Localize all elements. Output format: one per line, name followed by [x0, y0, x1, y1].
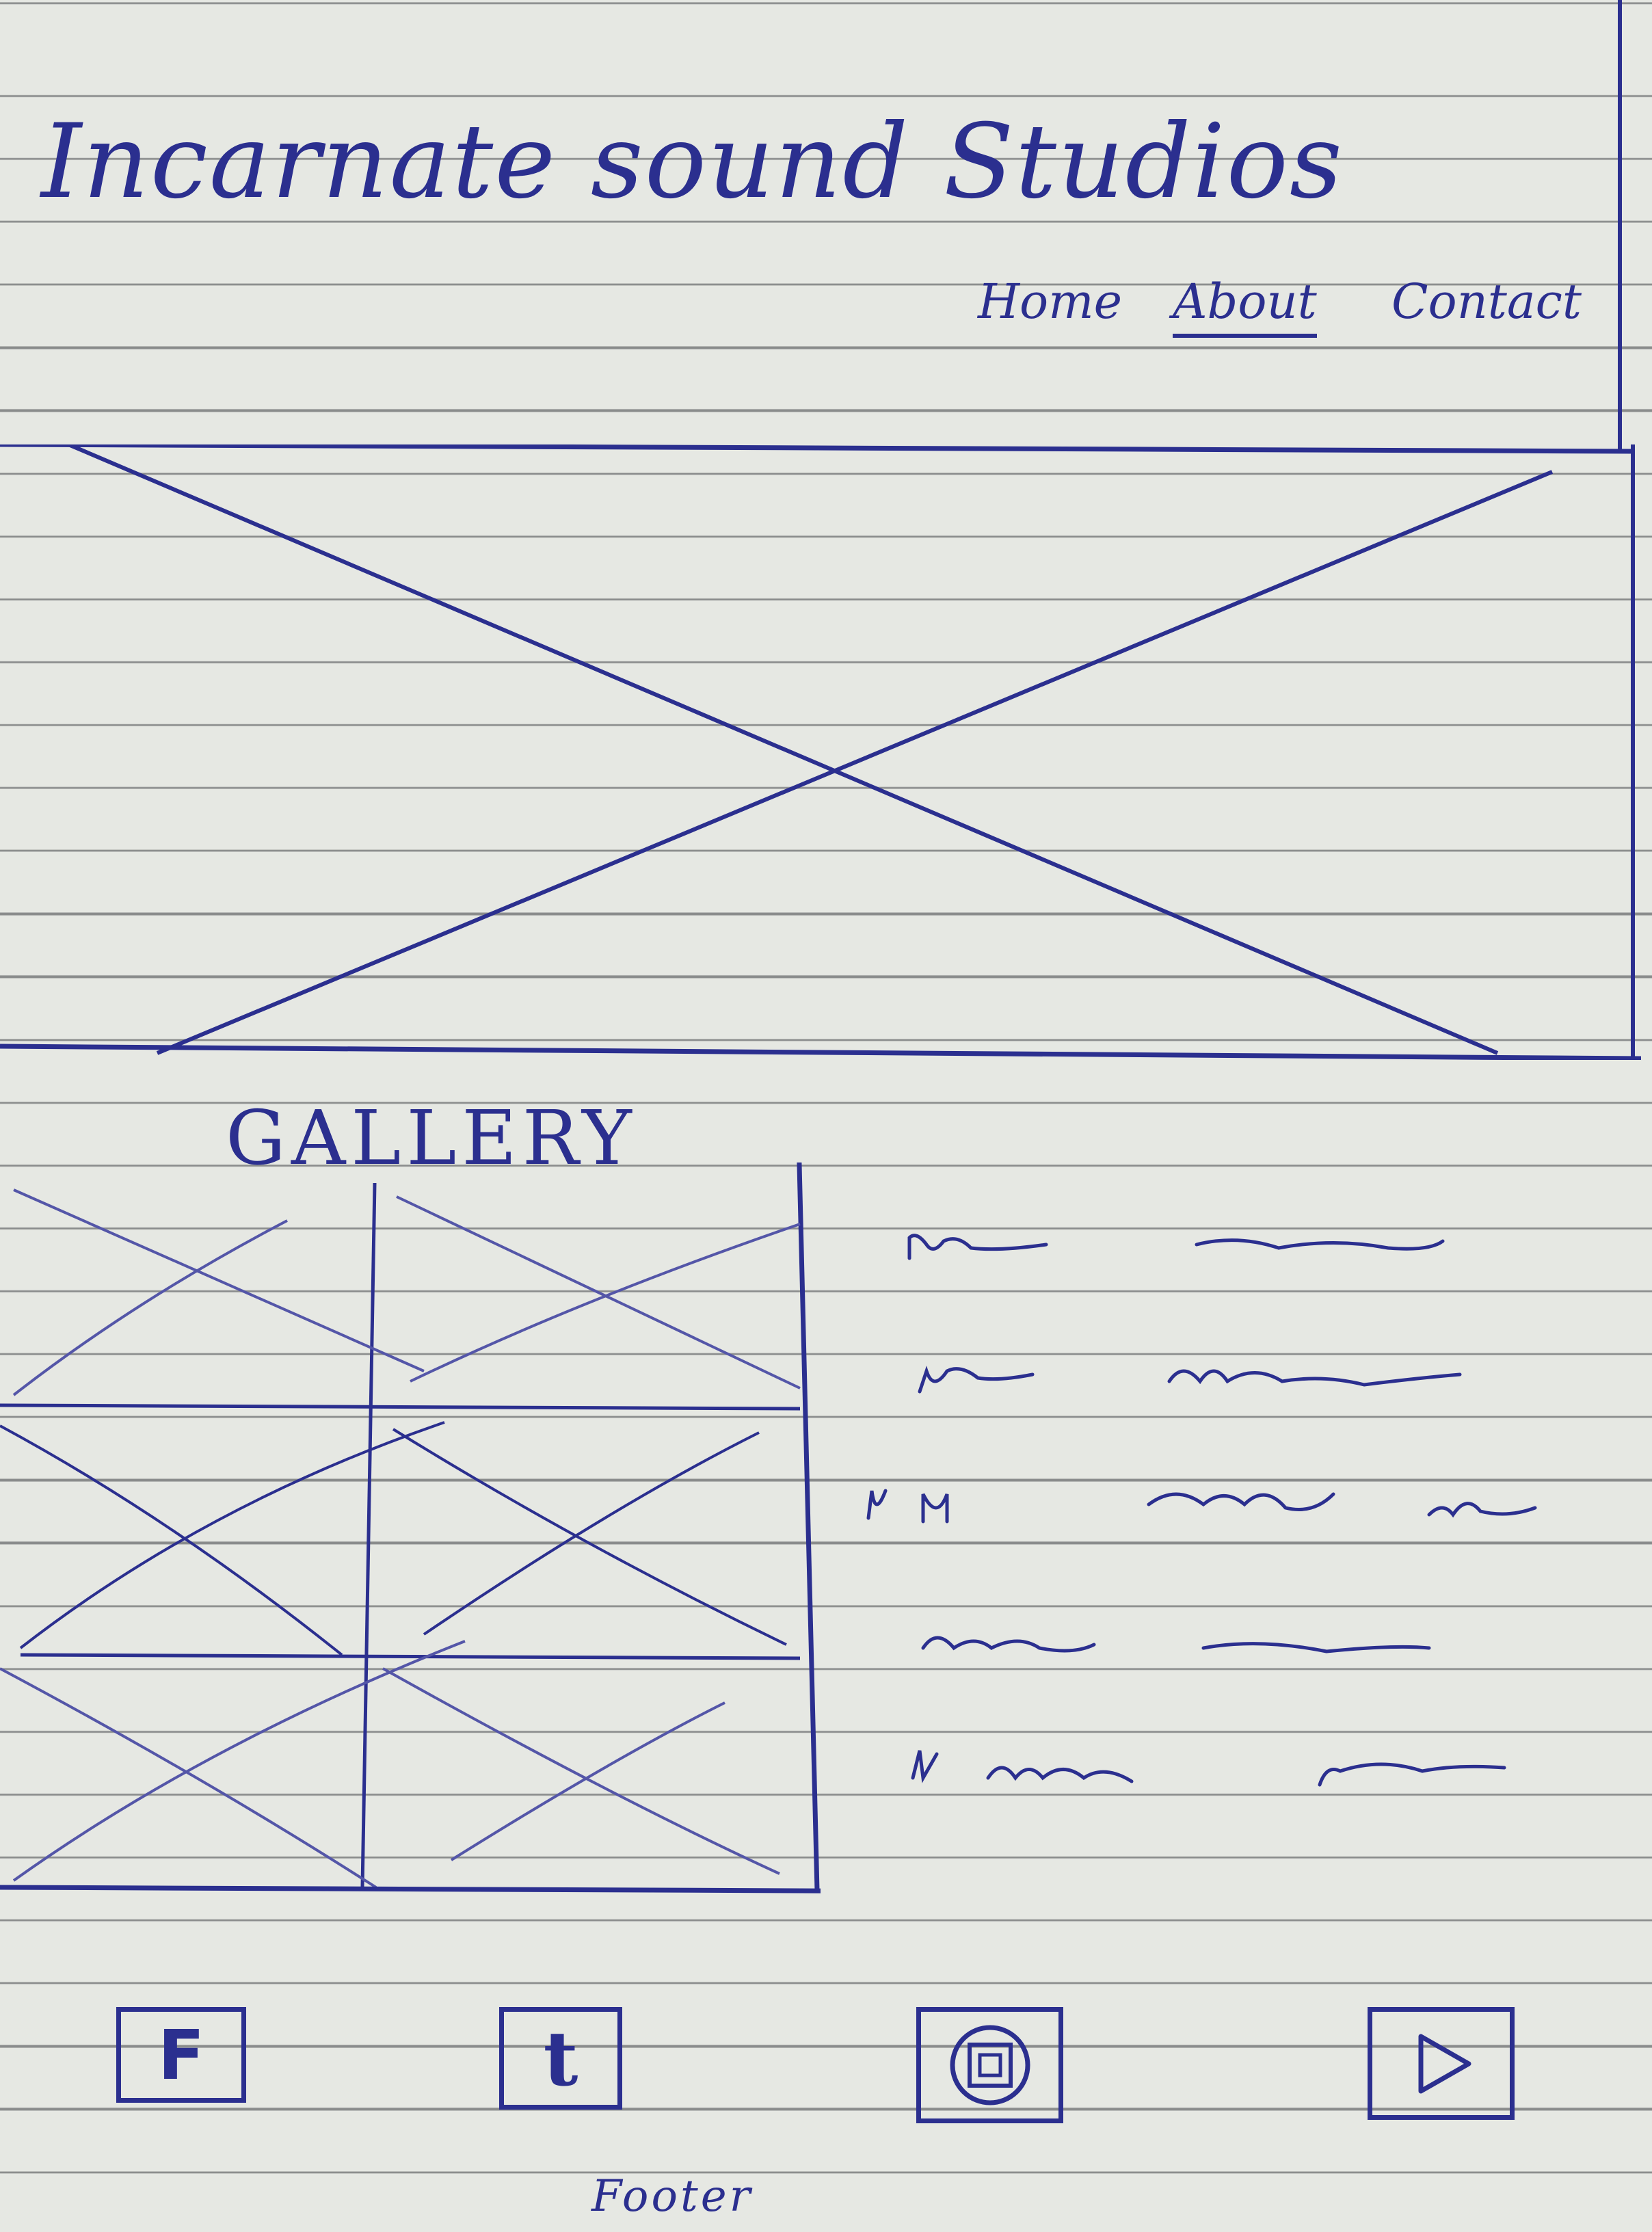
facebook-icon[interactable]: F	[116, 2007, 246, 2103]
text-line-3c	[1429, 1504, 1535, 1515]
gallery-item-2	[397, 1197, 800, 1388]
text-content-placeholder	[848, 1176, 1600, 1833]
gallery-item-1	[14, 1190, 424, 1395]
gallery-item-4	[393, 1429, 786, 1645]
gallery-item-5	[0, 1641, 465, 1887]
text-line-3b	[1149, 1494, 1333, 1510]
gallery-item-3	[0, 1422, 444, 1655]
text-line-2a	[920, 1369, 1032, 1392]
nav-link-home[interactable]: Home	[978, 274, 1122, 330]
nav-link-contact[interactable]: Contact	[1391, 274, 1582, 330]
footer-label: Footer	[591, 2171, 753, 2222]
hero-image-placeholder	[0, 444, 1641, 1060]
text-line-5c	[1320, 1764, 1504, 1785]
text-line-5a	[913, 1751, 937, 1778]
twitter-icon-glyph: t	[544, 2015, 578, 2103]
play-icon	[1404, 2026, 1479, 2101]
instagram-icon[interactable]	[916, 2007, 1063, 2123]
twitter-icon[interactable]: t	[499, 2007, 622, 2110]
text-line-2b	[1169, 1371, 1460, 1385]
youtube-icon[interactable]	[1368, 2007, 1515, 2120]
text-line-3a	[868, 1491, 947, 1522]
text-line-4a	[923, 1638, 1094, 1651]
site-title: Incarnate sound Studios	[41, 103, 1344, 222]
facebook-icon-glyph: F	[158, 2015, 204, 2095]
gallery-item-6	[383, 1669, 780, 1874]
page-right-border	[1618, 0, 1622, 451]
text-line-4b	[1203, 1644, 1429, 1651]
instagram-icon-glyph	[946, 2021, 1035, 2110]
nav-link-about[interactable]: About	[1173, 274, 1317, 338]
text-line-1a	[909, 1236, 1046, 1258]
gallery-grid	[0, 1162, 821, 1901]
text-line-1b	[1197, 1240, 1443, 1249]
text-line-5b	[988, 1768, 1132, 1781]
